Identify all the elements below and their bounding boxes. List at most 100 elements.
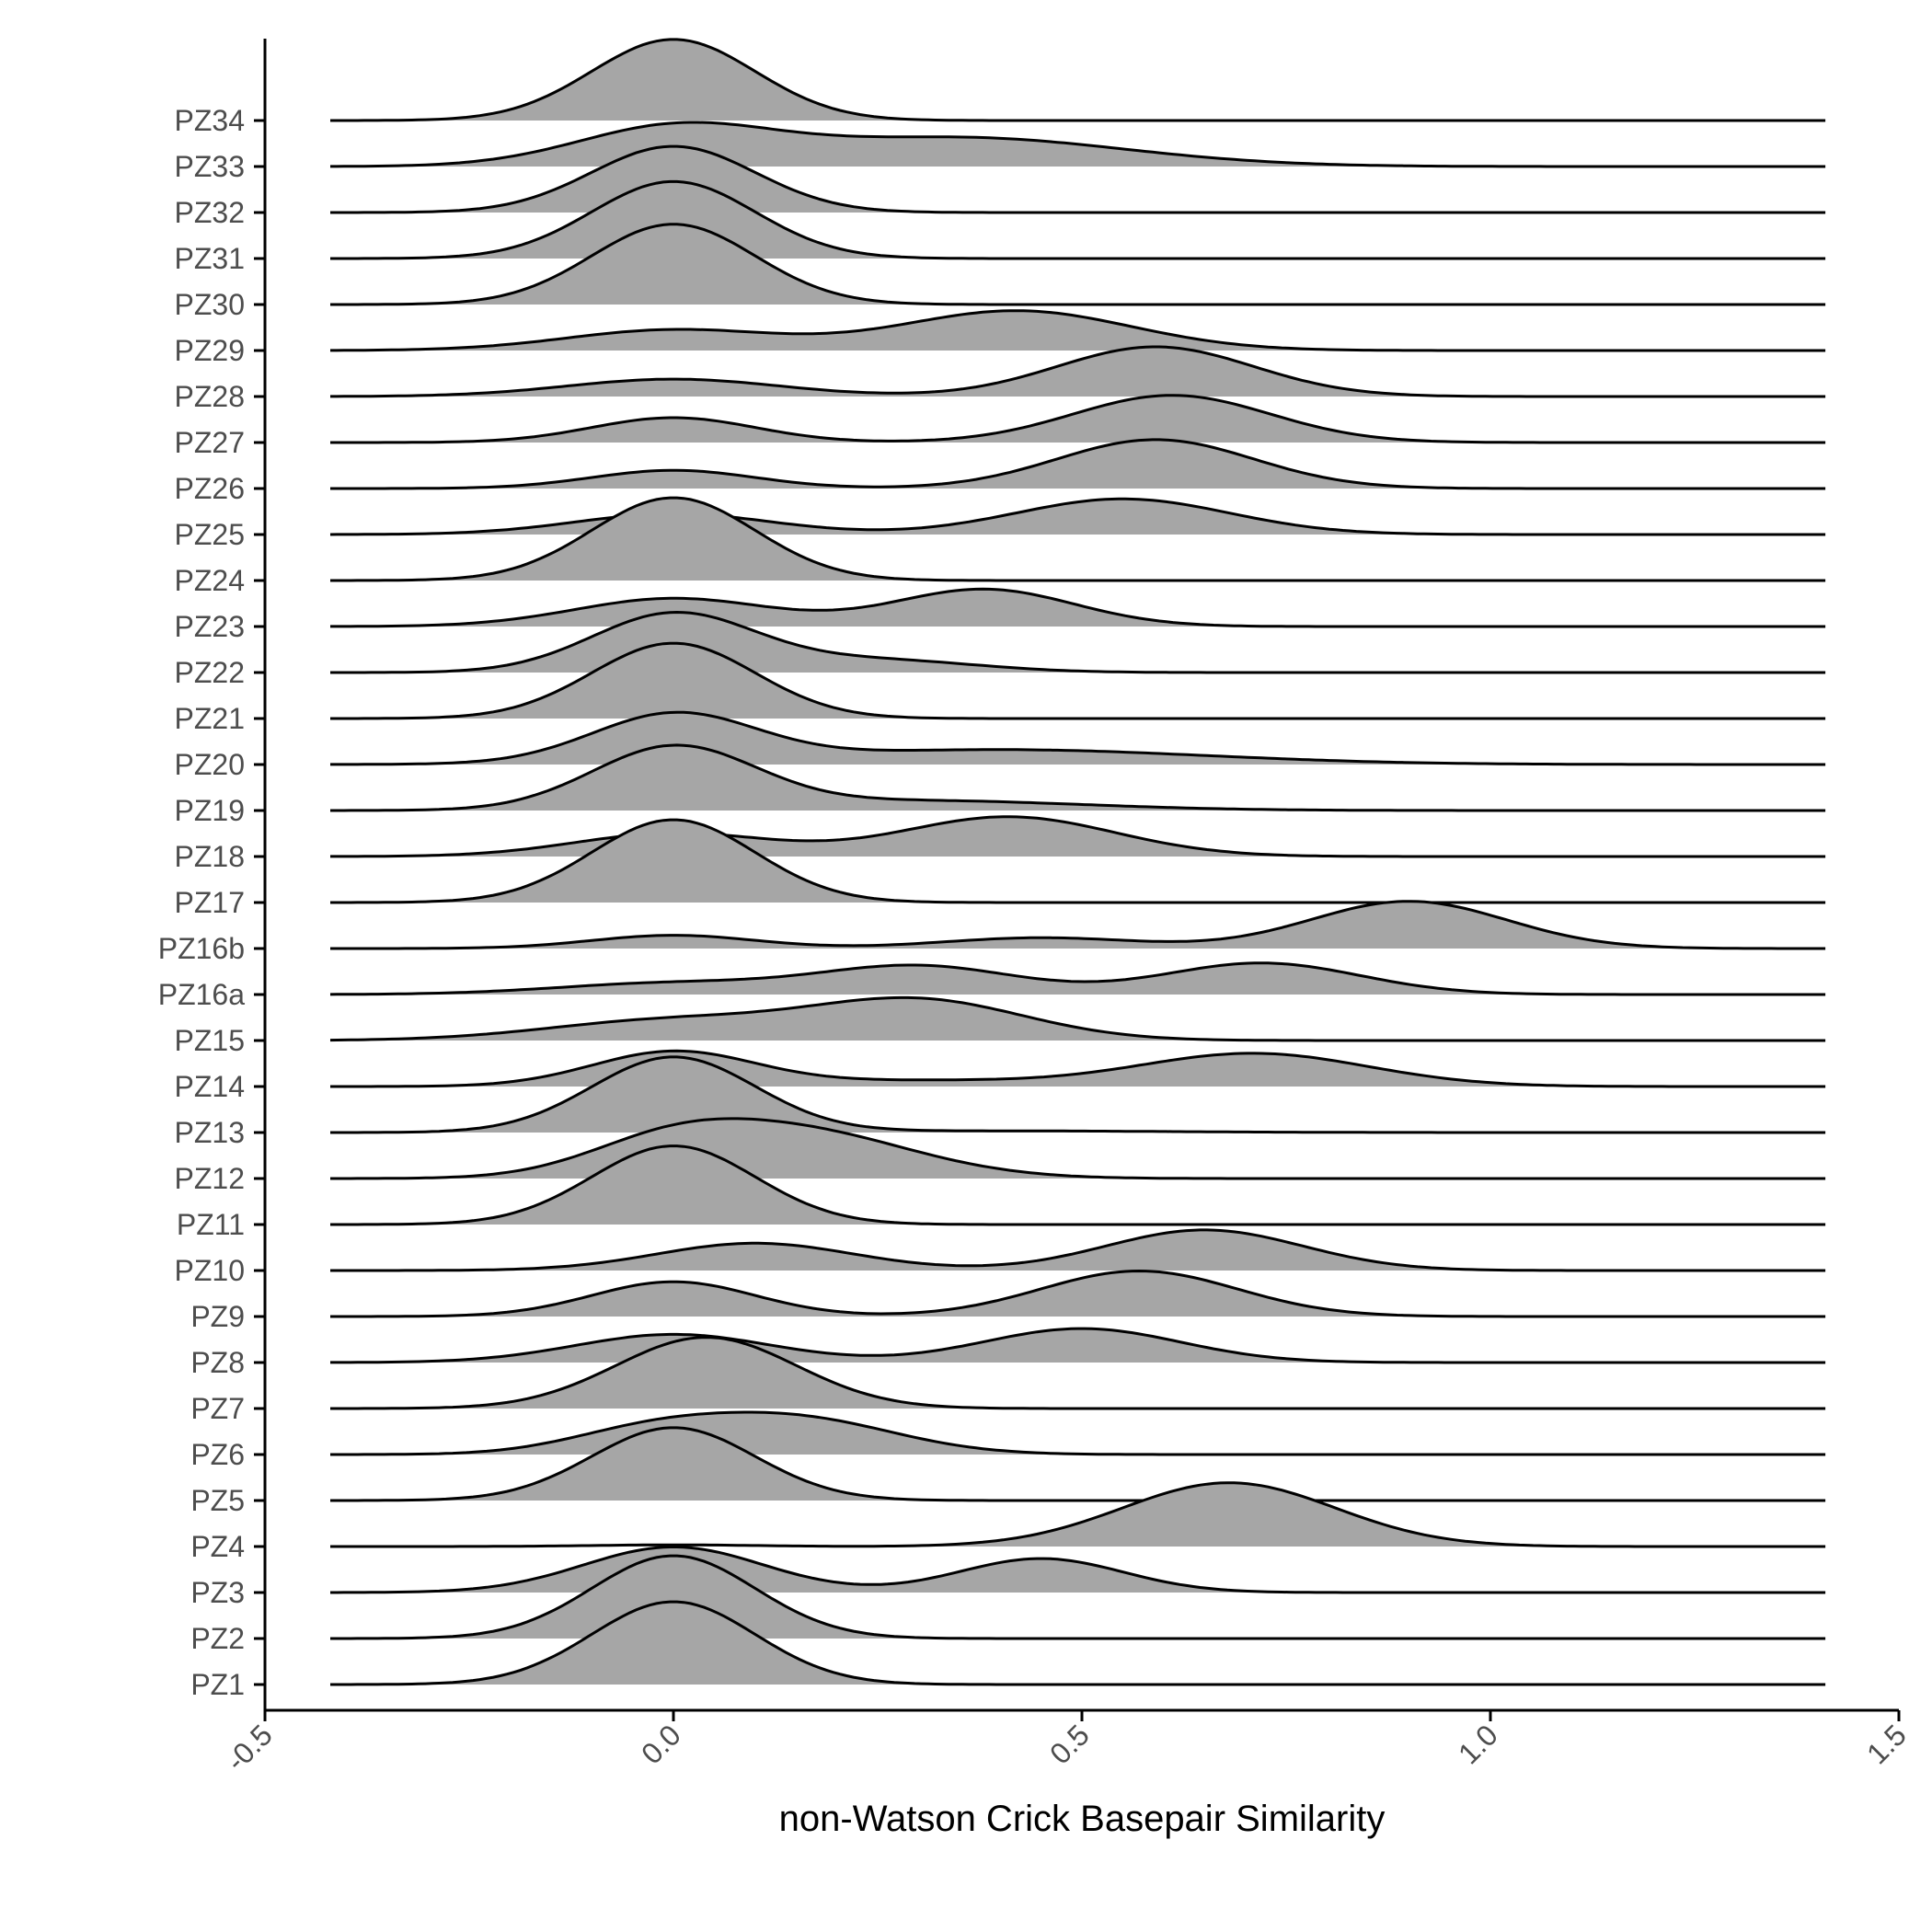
ridge-fill-pz4 [330,1482,1826,1547]
ridge-line-pz2 [330,1554,1826,1640]
ridge-fill-pz3 [330,1547,1826,1593]
ridge-fill-pz6 [330,1412,1826,1455]
ridge-line-pz32 [330,144,1826,214]
ridge-line-pz31 [330,179,1826,260]
y-tick-group: PZ34 PZ33 PZ32 PZ31 PZ30 PZ29 PZ28 PZ27 PZ26 PZ25… [158,104,265,1701]
ridge-fill-pz29 [330,310,1826,351]
y-tick-label-pz20: PZ20 [175,748,245,781]
y-tick-label-pz27: PZ27 [175,426,245,459]
y-tick-label-pz3: PZ3 [190,1576,245,1609]
ridge-line-pz29 [330,309,1826,352]
ridge-fill-pz26 [330,439,1826,489]
y-tick-label-pz15: PZ15 [175,1024,245,1057]
x-tick-label: 1.0 [1452,1718,1504,1770]
y-tick-label-pz4: PZ4 [190,1530,245,1563]
y-tick-label-pz16a: PZ16a [158,978,245,1011]
y-tick-label-pz10: PZ10 [175,1254,245,1287]
y-tick-label-pz9: PZ9 [190,1300,245,1333]
ridge-fill-pz19 [330,744,1826,811]
ridge-fill-pz20 [330,712,1826,765]
x-tick-label: 0.0 [635,1718,687,1770]
ridge-fill-pz7 [330,1337,1826,1409]
x-tick-label: 0.5 [1043,1718,1096,1770]
y-tick-label-pz14: PZ14 [175,1070,245,1103]
x-axis-title: non-Watson Crick Basepair Similarity [779,1799,1386,1839]
ridge-fill-pz1 [330,1602,1826,1685]
ridge-fill-pz8 [330,1328,1826,1363]
y-tick-label-pz22: PZ22 [175,656,245,689]
ridges-group [329,38,1826,1686]
ridge-line-pz9 [330,1269,1826,1318]
ridge-line-pz3 [330,1546,1826,1594]
ridge-line-pz16a [329,961,1826,996]
ridge-line-pz27 [330,394,1826,444]
ridge-line-pz10 [330,1228,1826,1272]
ridge-line-pz26 [330,438,1826,490]
ridge-line-pz1 [330,1600,1826,1686]
ridge-line-pz4 [330,1481,1826,1548]
y-tick-label-pz18: PZ18 [175,840,245,873]
ridge-line-pz7 [330,1336,1826,1410]
ridge-line-pz30 [330,223,1826,306]
x-tick-label: -0.5 [220,1718,279,1777]
y-tick-label-pz7: PZ7 [190,1392,245,1425]
y-tick-label-pz23: PZ23 [175,610,245,643]
ridge-line-pz16b [330,900,1826,950]
ridge-line-pz22 [330,610,1826,674]
y-tick-label-pz1: PZ1 [190,1668,245,1701]
x-tick-group: -0.5 0.0 0.5 1.0 1.5 [220,1710,1913,1777]
y-tick-label-pz28: PZ28 [175,380,245,413]
y-tick-label-pz31: PZ31 [175,242,245,275]
ridge-fill-pz24 [330,498,1826,581]
ridge-line-pz15 [329,995,1826,1042]
ridge-line-pz8 [330,1327,1826,1364]
y-tick-label-pz2: PZ2 [190,1622,245,1655]
ridge-line-pz13 [330,1055,1826,1134]
ridge-fill-pz23 [330,589,1826,627]
y-tick-label-pz26: PZ26 [175,472,245,505]
y-tick-label-pz6: PZ6 [190,1438,245,1471]
ridge-fill-pz27 [330,395,1826,443]
ridge-fill-pz18 [330,816,1826,857]
y-tick-label-pz5: PZ5 [190,1484,245,1517]
y-tick-label-pz11: PZ11 [177,1208,245,1241]
ridge-line-pz20 [330,710,1826,766]
ridge-line-pz23 [330,587,1826,628]
ridge-fill-pz17 [330,820,1826,903]
ridge-line-pz18 [330,815,1826,858]
ridge-line-pz6 [330,1410,1826,1456]
y-tick-label-pz33: PZ33 [175,150,245,183]
y-tick-label-pz13: PZ13 [175,1116,245,1149]
ridge-line-pz28 [330,345,1826,398]
ridge-fill-pz9 [330,1271,1826,1317]
y-tick-label-pz21: PZ21 [175,702,245,735]
y-tick-label-pz29: PZ29 [175,334,245,367]
y-tick-label-pz30: PZ30 [175,288,245,321]
ridge-line-pz11 [330,1144,1826,1226]
ridge-fill-pz28 [330,347,1826,397]
ridge-fill-pz34 [330,39,1826,121]
y-tick-label-pz32: PZ32 [175,196,245,229]
y-tick-label-pz12: PZ12 [175,1162,245,1195]
ridge-fill-pz25 [330,499,1826,535]
ridge-fill-pz10 [330,1229,1826,1271]
y-tick-label-pz19: PZ19 [175,794,245,827]
y-tick-label-pz34: PZ34 [175,104,245,137]
ridge-line-pz17 [330,818,1826,904]
ridge-fill-pz11 [330,1145,1826,1225]
ridge-fill-pz14 [330,1051,1826,1087]
ridge-line-pz19 [330,743,1826,812]
ridge-fill-pz30 [330,224,1826,305]
ridge-fill-pz13 [330,1056,1826,1133]
y-tick-label-pz24: PZ24 [175,564,245,597]
ridge-fill-pz21 [330,643,1826,719]
ridge-line-pz14 [330,1049,1826,1088]
y-tick-label-pz25: PZ25 [175,518,245,551]
y-tick-label-pz8: PZ8 [190,1346,245,1379]
y-tick-label-pz17: PZ17 [175,886,245,919]
ridge-line-pz24 [330,496,1826,582]
ridge-fill-pz15 [330,997,1826,1041]
ridge-fill-pz16a [330,962,1826,995]
ridge-fill-pz5 [330,1427,1826,1501]
ridge-line-pz21 [330,641,1826,720]
